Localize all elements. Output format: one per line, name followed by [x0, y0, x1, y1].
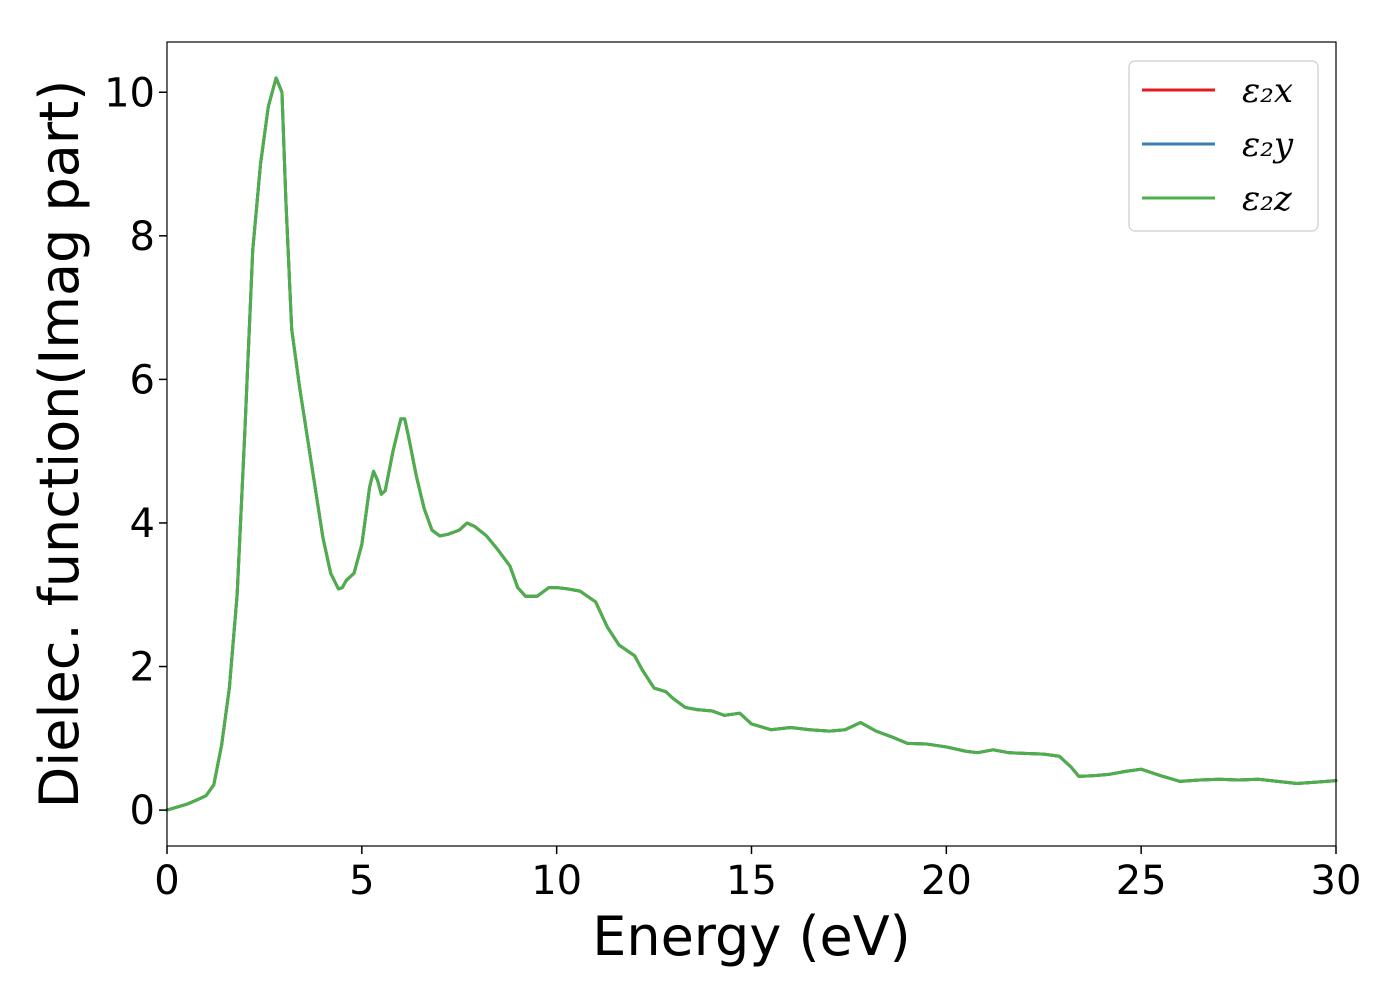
x-tick-label: 25 [1116, 858, 1167, 904]
x-tick-label: 10 [531, 858, 582, 904]
series-layer [165, 76, 1338, 812]
legend-label-1: ε₂x [1242, 71, 1293, 111]
x-tick-label: 15 [726, 858, 777, 904]
legend-box [1128, 60, 1319, 232]
y-tick-label: 2 [130, 645, 155, 691]
y-tick-label: 0 [130, 788, 155, 834]
series-line-3 [165, 76, 1338, 812]
y-tick-label: 6 [130, 357, 155, 403]
y-tick-label: 8 [130, 214, 155, 260]
y-tick-label: 10 [104, 70, 155, 116]
x-tick-label: 30 [1311, 858, 1362, 904]
y-axis-label: Dielec. function(Imag part) [28, 80, 91, 809]
x-axis-label: Energy (eV) [592, 905, 911, 968]
x-tick-label: 20 [921, 858, 972, 904]
x-tick-label: 5 [349, 858, 374, 904]
legend: ε₂x ε₂y ε₂z [1128, 60, 1319, 232]
x-tick-label: 0 [154, 858, 179, 904]
legend-label-2: ε₂y [1242, 125, 1294, 165]
y-tick-label: 4 [130, 501, 155, 547]
ticks-layer: 0 5 10 15 20 25 30 0 2 4 6 8 10 [104, 70, 1361, 904]
legend-label-3: ε₂z [1242, 179, 1293, 219]
